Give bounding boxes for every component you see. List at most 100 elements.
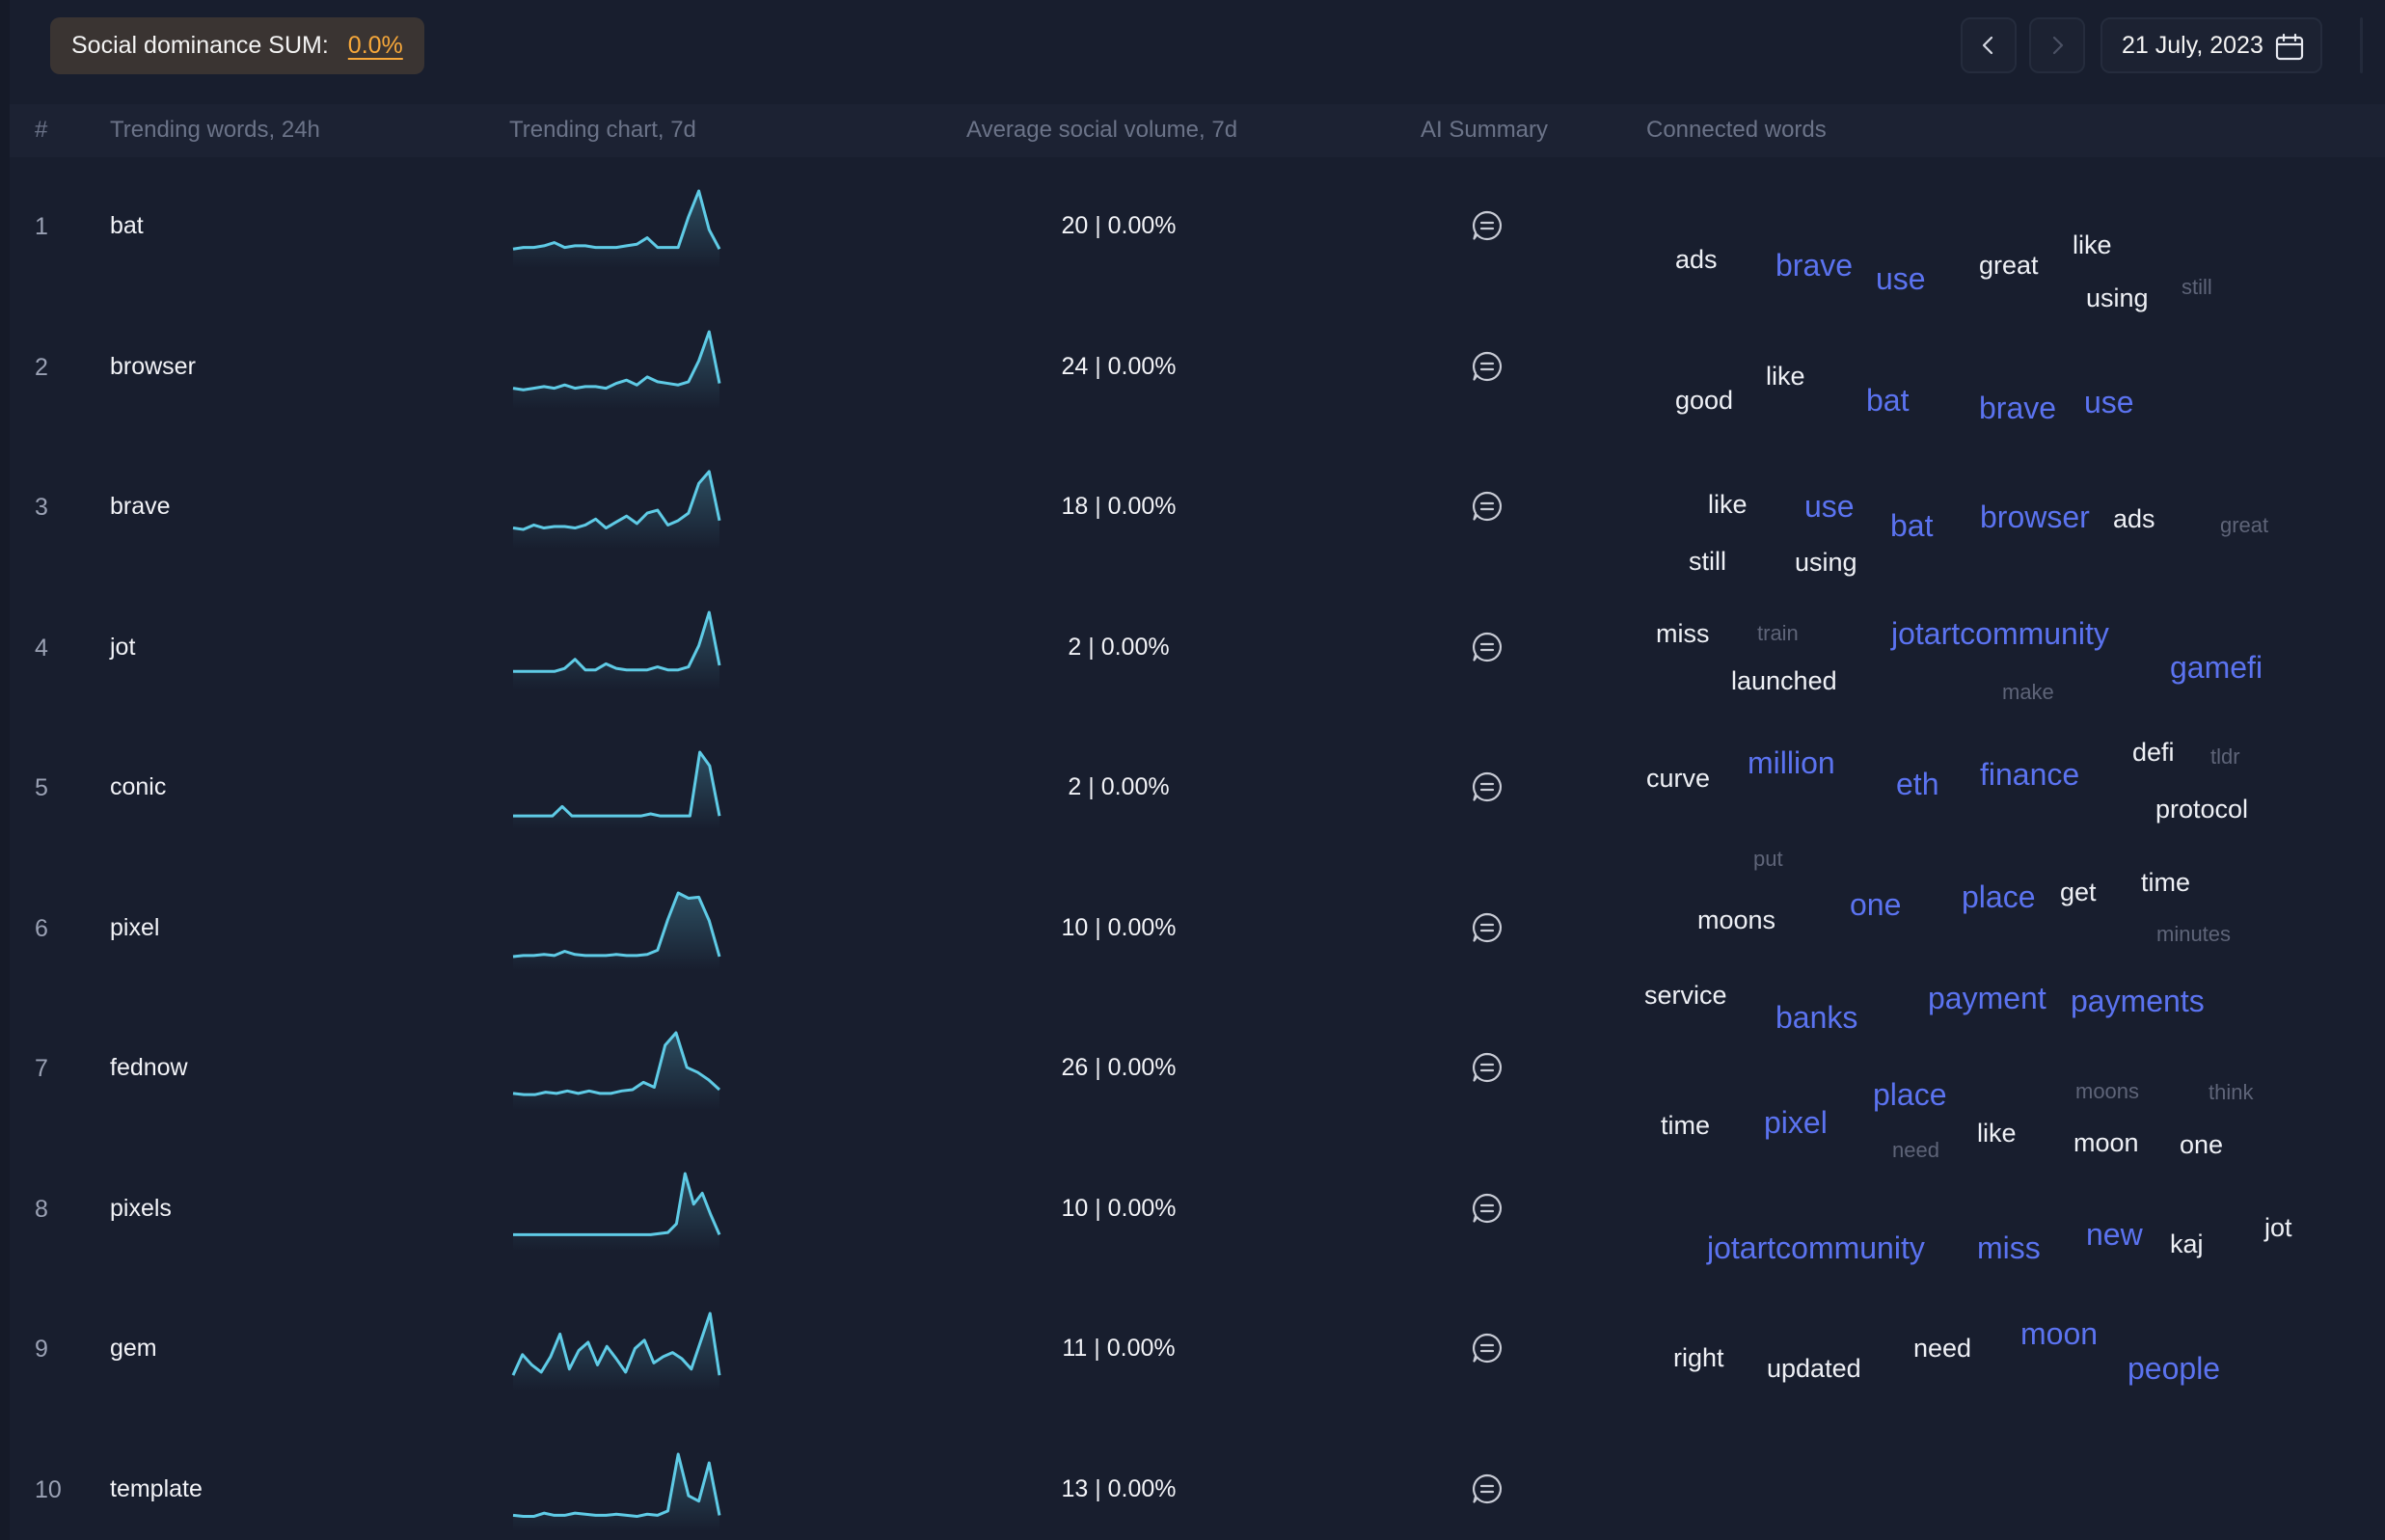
social-dominance-value[interactable]: 0.0% bbox=[347, 32, 403, 59]
connected-word[interactable]: moons bbox=[2075, 1078, 2140, 1103]
connected-word[interactable]: brave bbox=[1775, 248, 1854, 283]
trending-sparkline[interactable] bbox=[509, 608, 723, 689]
trending-word[interactable]: brave bbox=[110, 493, 171, 520]
connected-word[interactable]: use bbox=[1804, 489, 1855, 524]
connected-word[interactable]: bat bbox=[1866, 382, 1910, 418]
connected-word[interactable]: use bbox=[2084, 384, 2134, 419]
connected-word[interactable]: use bbox=[1876, 261, 1926, 296]
ai-summary-chat-icon[interactable] bbox=[1471, 631, 1504, 663]
connected-word[interactable]: one bbox=[1850, 886, 1902, 922]
connected-word[interactable]: using bbox=[2086, 284, 2149, 312]
connected-word[interactable]: jotartcommunity bbox=[1707, 1230, 1925, 1265]
trending-sparkline[interactable] bbox=[509, 888, 723, 970]
connected-word[interactable]: train bbox=[1757, 620, 1799, 645]
table-row[interactable]: 1 bat 20 | 0.00% ads brave use great like using s… bbox=[10, 157, 2385, 311]
connected-word[interactable]: moon bbox=[2020, 1315, 2099, 1351]
connected-word[interactable]: miss bbox=[1977, 1230, 2041, 1265]
ai-summary-chat-icon[interactable] bbox=[1471, 911, 1504, 944]
table-row[interactable]: 9 gem 11 | 0.00% jotartcommunity miss new kaj j… bbox=[10, 1215, 2385, 1419]
ai-summary-chat-icon[interactable] bbox=[1471, 1051, 1504, 1084]
connected-word[interactable]: great bbox=[1979, 251, 2039, 280]
connected-word[interactable]: jot bbox=[2264, 1213, 2292, 1242]
connected-word[interactable]: miss bbox=[1656, 618, 1710, 648]
table-row[interactable]: 10 template 13 | 0.00% right updated need moon… bbox=[10, 1318, 2385, 1540]
column-average-social-volume[interactable]: Average social volume, 7d bbox=[966, 117, 1238, 143]
connected-word[interactable]: gamefi bbox=[2170, 649, 2263, 685]
ai-summary-chat-icon[interactable] bbox=[1471, 1472, 1504, 1505]
connected-word[interactable]: ads bbox=[2113, 504, 2155, 533]
trending-sparkline[interactable] bbox=[509, 327, 723, 409]
trending-sparkline[interactable] bbox=[509, 1449, 723, 1531]
trending-word[interactable]: fednow bbox=[110, 1054, 188, 1081]
connected-word[interactable]: kaj bbox=[2170, 1229, 2204, 1258]
column-trending-words[interactable]: Trending words, 24h bbox=[110, 117, 320, 143]
connected-word[interactable]: million bbox=[1748, 745, 1835, 780]
table-row[interactable]: 6 pixel 10 | 0.00% put moons one place get time m… bbox=[10, 848, 2385, 999]
trending-word[interactable]: gem bbox=[110, 1335, 157, 1362]
connected-word[interactable]: need bbox=[1913, 1333, 1972, 1363]
next-date-button[interactable] bbox=[2029, 17, 2085, 73]
trending-sparkline[interactable] bbox=[509, 747, 723, 829]
connected-word[interactable]: pixel bbox=[1764, 1104, 1828, 1140]
connected-word[interactable]: service bbox=[1644, 981, 1727, 1010]
connected-word[interactable]: ads bbox=[1675, 245, 1718, 274]
connected-word[interactable]: using bbox=[1795, 548, 1857, 577]
connected-word[interactable]: tldr bbox=[2210, 744, 2240, 769]
connected-word[interactable]: good bbox=[1675, 385, 1734, 415]
previous-date-button[interactable] bbox=[1961, 17, 2017, 73]
trending-word[interactable]: bat bbox=[110, 212, 144, 239]
connected-word[interactable]: time bbox=[1661, 1110, 1711, 1140]
connected-word[interactable]: minutes bbox=[2156, 921, 2232, 946]
trending-sparkline[interactable] bbox=[509, 467, 723, 549]
ai-summary-chat-icon[interactable] bbox=[1471, 1332, 1504, 1364]
connected-word[interactable]: like bbox=[1708, 490, 1748, 519]
connected-word[interactable]: great bbox=[2220, 513, 2269, 537]
trending-sparkline[interactable] bbox=[509, 1028, 723, 1110]
connected-word[interactable]: curve bbox=[1646, 764, 1711, 793]
ai-summary-chat-icon[interactable] bbox=[1471, 209, 1504, 242]
table-row[interactable]: 2 browser 24 | 0.00% good like bat brave use bbox=[10, 298, 2385, 438]
connected-word[interactable]: brave bbox=[1979, 390, 2057, 425]
connected-word[interactable]: moon bbox=[2073, 1127, 2139, 1157]
connected-word[interactable]: launched bbox=[1731, 665, 1837, 695]
trending-word[interactable]: pixels bbox=[110, 1194, 172, 1222]
connected-word[interactable]: place bbox=[1873, 1076, 1947, 1112]
trending-word[interactable]: pixel bbox=[110, 913, 160, 941]
connected-word[interactable]: place bbox=[1962, 878, 2036, 914]
connected-word[interactable]: updated bbox=[1767, 1353, 1861, 1383]
table-row[interactable]: 7 fednow 26 | 0.00% service banks payment paym… bbox=[10, 983, 2385, 1139]
trending-sparkline[interactable] bbox=[509, 1309, 723, 1391]
connected-word[interactable]: right bbox=[1673, 1342, 1724, 1372]
trending-word[interactable]: browser bbox=[110, 352, 196, 380]
connected-word[interactable]: put bbox=[1753, 846, 1783, 871]
trending-word[interactable]: conic bbox=[110, 773, 167, 800]
connected-word[interactable]: people bbox=[2128, 1350, 2221, 1386]
connected-word[interactable]: like bbox=[1766, 361, 1805, 391]
table-row[interactable]: 3 brave 18 | 0.00% like use bat browser ads grea… bbox=[10, 438, 2385, 578]
connected-word[interactable]: banks bbox=[1775, 1000, 1858, 1035]
connected-word[interactable]: like bbox=[2073, 230, 2112, 259]
connected-word[interactable]: still bbox=[2182, 275, 2212, 299]
connected-word[interactable]: need bbox=[1892, 1137, 1939, 1162]
connected-word[interactable]: one bbox=[2180, 1129, 2224, 1159]
trending-sparkline[interactable] bbox=[509, 1169, 723, 1251]
connected-word[interactable]: browser bbox=[1980, 500, 2090, 534]
ai-summary-chat-icon[interactable] bbox=[1471, 350, 1504, 383]
connected-word[interactable]: bat bbox=[1890, 508, 1934, 543]
ai-summary-chat-icon[interactable] bbox=[1471, 770, 1504, 803]
connected-word[interactable]: moons bbox=[1697, 905, 1776, 934]
connected-word[interactable]: payment bbox=[1928, 981, 2046, 1015]
table-row[interactable]: 5 conic 2 | 0.00% curve million eth finance def… bbox=[10, 718, 2385, 858]
connected-word[interactable]: finance bbox=[1980, 757, 2080, 792]
connected-word[interactable]: new bbox=[2086, 1217, 2143, 1252]
table-row[interactable]: 4 jot 2 | 0.00% miss train jotartcommunity lau… bbox=[10, 579, 2385, 718]
connected-word[interactable]: jotartcommunity bbox=[1891, 615, 2109, 651]
connected-word[interactable]: defi bbox=[2132, 738, 2175, 767]
connected-word[interactable]: protocol bbox=[2155, 795, 2249, 824]
connected-word[interactable]: like bbox=[1977, 1118, 2017, 1148]
connected-word[interactable]: eth bbox=[1896, 767, 1939, 801]
connected-word[interactable]: time bbox=[2141, 867, 2191, 897]
trending-word[interactable]: jot bbox=[110, 633, 136, 661]
connected-word[interactable]: payments bbox=[2071, 984, 2205, 1018]
trending-word[interactable]: template bbox=[110, 1474, 203, 1502]
